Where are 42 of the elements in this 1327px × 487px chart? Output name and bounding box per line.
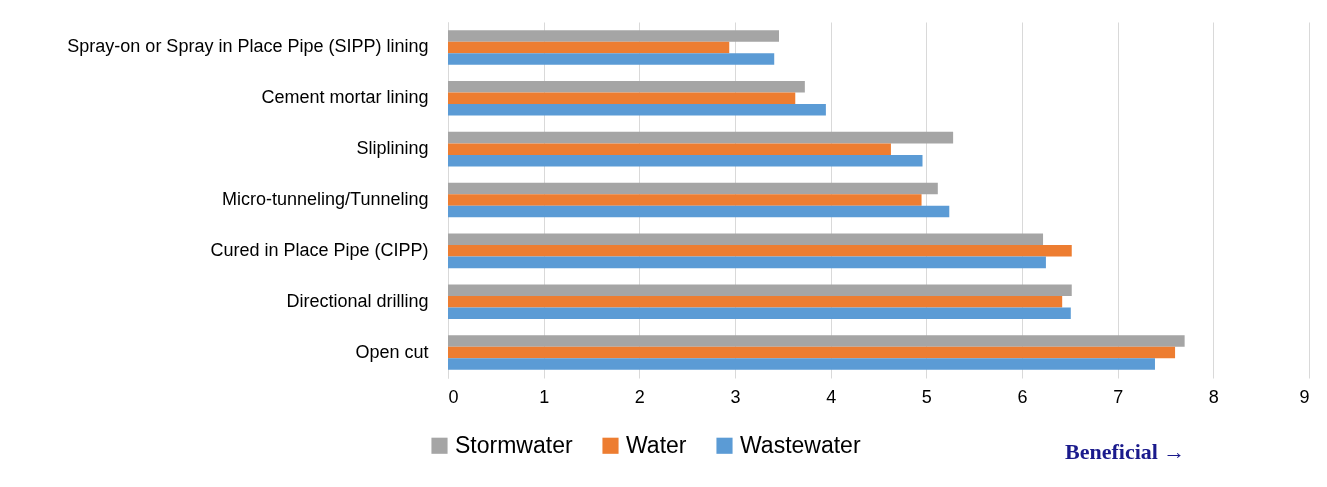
bar: [448, 143, 891, 155]
x-tick-label: 3: [730, 386, 741, 407]
x-tick-label: 8: [1208, 386, 1219, 407]
y-tick-label: Cured in Place Pipe (CIPP): [210, 239, 429, 260]
y-tick-label: Cement mortar lining: [261, 87, 429, 108]
bar: [448, 335, 1185, 347]
y-tick-label: Spray-on or Spray in Place Pipe (SIPP) lining: [67, 36, 429, 57]
bar: [448, 358, 1155, 370]
x-tick-label: 7: [1113, 386, 1124, 407]
text: Beneficial →: [1065, 439, 1186, 464]
bar: [448, 245, 1072, 257]
y-tick-label: Open cut: [355, 341, 429, 362]
bar: [448, 41, 730, 54]
legend-label: Wastewater: [740, 431, 861, 458]
bar: [448, 295, 1063, 308]
bar: [448, 284, 1072, 296]
bar: [448, 346, 1176, 359]
x-tick-label: 5: [921, 386, 932, 407]
legend-label: Water: [626, 431, 687, 458]
x-tick-label: 0: [448, 386, 459, 407]
x-tick-label: 1: [539, 386, 550, 407]
bar: [448, 53, 775, 65]
bar: [448, 80, 805, 93]
y-tick-label: Micro-tunneling/Tunneling: [222, 189, 429, 209]
bar: [448, 154, 923, 167]
x-tick-label: 2: [634, 386, 645, 407]
bar: [448, 182, 938, 195]
bar: [448, 104, 826, 116]
bar: [448, 307, 1071, 320]
bar: [448, 92, 796, 105]
y-tick-label: Directional drilling: [286, 290, 429, 311]
bar: [448, 205, 950, 218]
y-tick-label: Sliplining: [356, 138, 429, 159]
bar: [448, 256, 1046, 269]
bar: [448, 131, 954, 144]
bar: [448, 194, 922, 206]
x-tick-label: 4: [826, 386, 837, 407]
x-tick-label: 6: [1017, 386, 1028, 407]
x-tick-label: 9: [1299, 386, 1310, 407]
legend-label: Stormwater: [455, 431, 573, 458]
bar: [448, 30, 780, 42]
bar: [448, 233, 1044, 246]
